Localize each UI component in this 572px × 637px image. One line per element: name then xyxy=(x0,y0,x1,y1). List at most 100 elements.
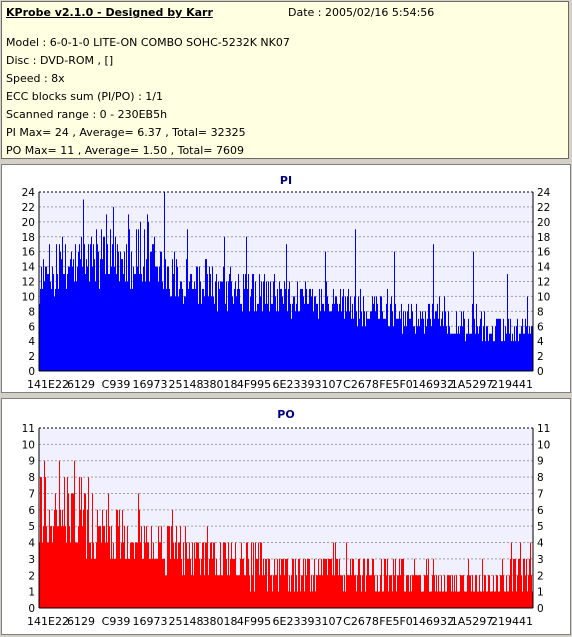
bar xyxy=(58,288,59,371)
bar xyxy=(370,575,371,608)
bar xyxy=(285,558,286,608)
x-tick-label: 219441 xyxy=(491,378,533,391)
bar xyxy=(155,558,156,608)
bar xyxy=(258,542,259,608)
bar xyxy=(71,493,72,608)
bar xyxy=(164,192,165,371)
bar xyxy=(295,558,296,608)
bar xyxy=(429,591,430,608)
y-tick-label-right: 12 xyxy=(537,277,550,289)
bar xyxy=(46,266,47,371)
bar xyxy=(337,303,338,371)
bar xyxy=(244,288,245,371)
bar xyxy=(277,288,278,371)
bar xyxy=(373,558,374,608)
bar xyxy=(122,509,123,608)
bar xyxy=(202,542,203,608)
bar xyxy=(265,303,266,371)
bar xyxy=(101,542,102,608)
bar xyxy=(452,333,453,371)
bar xyxy=(364,311,365,371)
bar xyxy=(129,558,130,608)
bar xyxy=(151,251,152,371)
bar xyxy=(204,296,205,371)
y-tick-label-right: 6 xyxy=(537,321,544,333)
bar xyxy=(225,303,226,371)
bar xyxy=(185,296,186,371)
bar xyxy=(210,274,211,371)
bar xyxy=(340,575,341,608)
speed-line: Speed : 8x xyxy=(6,72,65,85)
bar xyxy=(393,558,394,608)
bar xyxy=(271,575,272,608)
bar xyxy=(122,259,123,371)
bar xyxy=(165,575,166,608)
bar xyxy=(485,575,486,608)
bar xyxy=(205,542,206,608)
bar xyxy=(493,341,494,371)
bar xyxy=(381,558,382,608)
y-tick-label-left: 6 xyxy=(28,321,35,333)
bar xyxy=(255,281,256,371)
bar xyxy=(335,296,336,371)
bar xyxy=(193,288,194,371)
pi-chart-panel: PI 0 0 2 2 4 4 6 6 8 8 10 10 12 12 14 14 16 16 18 18 20 20 22 22… xyxy=(1,164,571,393)
bar xyxy=(253,542,254,608)
bar xyxy=(297,281,298,371)
bar xyxy=(256,558,257,608)
bar xyxy=(360,288,361,371)
bar xyxy=(321,288,322,371)
model-line: Model : 6-0-1-0 LITE-ON COMBO SOHC-5232K… xyxy=(6,36,290,49)
bar xyxy=(319,288,320,371)
bar xyxy=(496,575,497,608)
y-tick-label-right: 7 xyxy=(537,488,544,500)
bar xyxy=(199,558,200,608)
po-chart-panel: PO 0 0 1 1 2 2 3 3 4 4 5 5 6 6 7 7 8 8 9 9 10 10 11 11 141E22 6129… xyxy=(1,398,571,635)
bar xyxy=(460,575,461,608)
bar xyxy=(125,558,126,608)
bar xyxy=(118,251,119,371)
bar xyxy=(42,288,43,371)
bar xyxy=(268,558,269,608)
bar xyxy=(325,558,326,608)
bar xyxy=(168,266,169,371)
bar xyxy=(222,575,223,608)
bar xyxy=(448,311,449,371)
bar xyxy=(159,542,160,608)
bar xyxy=(405,311,406,371)
bar xyxy=(138,229,139,371)
bar xyxy=(497,575,498,608)
bar xyxy=(183,303,184,371)
bar xyxy=(101,229,102,371)
bar xyxy=(100,259,101,371)
bar xyxy=(436,575,437,608)
bar xyxy=(120,558,121,608)
bar xyxy=(88,244,89,371)
bar xyxy=(85,493,86,608)
bar xyxy=(418,575,419,608)
bar xyxy=(191,274,192,371)
bar xyxy=(286,558,287,608)
bar xyxy=(331,311,332,371)
bar xyxy=(297,591,298,608)
bar xyxy=(207,526,208,608)
bar xyxy=(469,575,470,608)
bar xyxy=(440,326,441,371)
bar xyxy=(495,591,496,608)
bar xyxy=(157,558,158,608)
bar xyxy=(292,303,293,371)
bar xyxy=(504,341,505,371)
bar xyxy=(227,311,228,371)
bar xyxy=(411,303,412,371)
bar xyxy=(171,526,172,608)
bar xyxy=(467,575,468,608)
y-tick-label-right: 6 xyxy=(537,505,544,517)
bar xyxy=(343,591,344,608)
bar xyxy=(219,575,220,608)
bar xyxy=(321,558,322,608)
bar xyxy=(452,575,453,608)
bar xyxy=(59,244,60,371)
bar xyxy=(336,296,337,371)
bar xyxy=(341,575,342,608)
bar xyxy=(139,509,140,608)
